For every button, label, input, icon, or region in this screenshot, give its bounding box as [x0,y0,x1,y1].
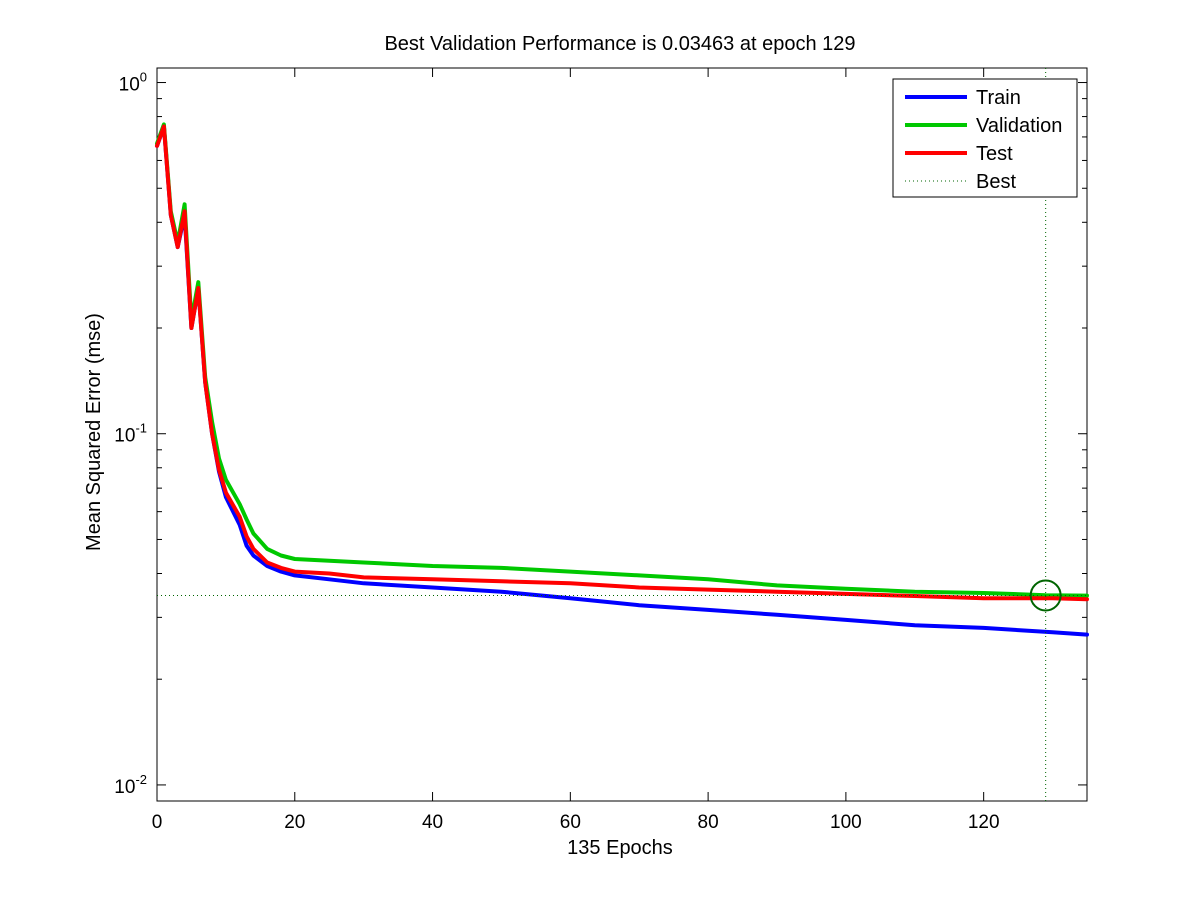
axes: 0 20 40 60 80 100 120 100 10-1 10-2 [114,67,1088,833]
legend-label-test: Test [976,143,1013,165]
x-tick-label: 100 [830,812,862,833]
series-lines [155,68,1089,801]
legend-label-best: Best [976,171,1016,193]
x-tick-label: 60 [560,812,581,833]
y-tick-label: 10-2 [114,772,147,798]
x-tick-label: 0 [152,812,163,833]
y-axis-label: Mean Squared Error (mse) [83,313,105,551]
y-tick-label: 10-1 [114,421,147,447]
x-tick-label: 20 [284,812,305,833]
best-epoch-marker [1029,579,1062,612]
x-tick-label: 120 [968,812,1000,833]
chart-title: Best Validation Performance is 0.03463 a… [384,33,855,55]
legend: Train Validation Test Best [892,78,1078,198]
x-axis-label: 135 Epochs [567,837,673,859]
x-tick-label: 80 [698,812,719,833]
x-tick-label: 40 [422,812,443,833]
axes-box [156,67,1088,802]
y-tick-label: 100 [119,70,147,96]
legend-label-validation: Validation [976,115,1062,137]
series-line-test [155,124,1089,602]
legend-label-train: Train [976,87,1021,109]
